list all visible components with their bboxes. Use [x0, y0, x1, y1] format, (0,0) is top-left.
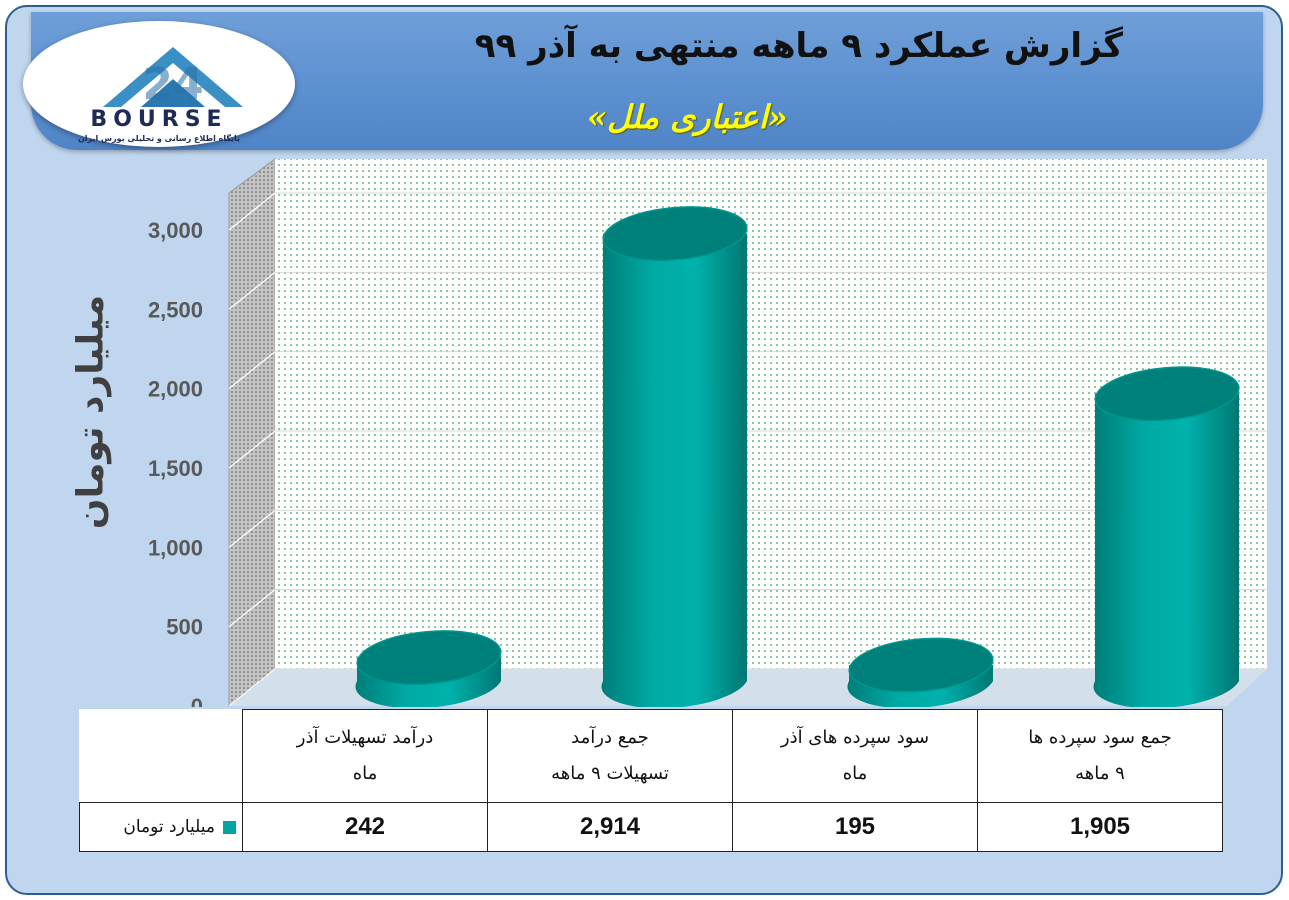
- logo-word: BOURSE: [90, 107, 228, 132]
- y-tick-label: 1,000: [148, 535, 203, 560]
- gridline: [228, 192, 276, 231]
- logo-tagline: پایگاه اطلاع رسانی و تحلیلی بورس ایران: [77, 134, 241, 143]
- y-tick-label: 2,000: [148, 377, 203, 402]
- gridline: [228, 430, 276, 469]
- logo-mark-icon: 24: [103, 47, 243, 110]
- bar-cylinder-top: [356, 630, 502, 686]
- table-corner: [79, 709, 243, 803]
- bar-cylinder-top: [602, 206, 748, 262]
- side-wall: [228, 158, 276, 707]
- value-cell: 242: [242, 802, 488, 852]
- gridline: [228, 589, 276, 628]
- value-cell: 2,914: [487, 802, 733, 852]
- bourse24-logo: 24 BOURSE پایگاه اطلاع رسانی و تحلیلی بو…: [23, 21, 295, 147]
- value-row: میلیارد تومان 242 2,914 195 1,905: [79, 802, 1223, 852]
- bar-cylinder-top: [1094, 366, 1240, 422]
- y-tick-label: 1,500: [148, 456, 203, 481]
- category-header-row: درآمد تسهیلات آذر ماه جمع درآمد تسهیلات ۹ …: [79, 709, 1223, 803]
- category-label: درآمد تسهیلات آذر ماه: [242, 709, 488, 803]
- page-title: گزارش عملکرد ۹ ماهه منتهی به آذر ۹۹: [474, 26, 1123, 66]
- value-cell: 195: [732, 802, 978, 852]
- y-tick-label: 500: [166, 615, 203, 640]
- gridline: [228, 509, 276, 548]
- value-cell: 1,905: [977, 802, 1223, 852]
- legend-cell: میلیارد تومان: [79, 802, 243, 852]
- category-label: سود سپرده های آذر ماه: [732, 709, 978, 803]
- legend-label: میلیارد تومان: [123, 817, 215, 837]
- svg-text:24: 24: [142, 59, 203, 110]
- y-tick-label: 0: [191, 694, 203, 707]
- bar-cylinder-top: [848, 637, 994, 693]
- y-tick-label: 2,500: [148, 297, 203, 322]
- gridline: [228, 351, 276, 390]
- data-table: درآمد تسهیلات آذر ماه جمع درآمد تسهیلات ۹ …: [79, 709, 1223, 852]
- bar-chart: 0 500 1,000 1,500 2,000 2,500 3,000: [148, 158, 1267, 707]
- bar-cylinder-body: [1093, 393, 1239, 707]
- gridline: [228, 271, 276, 310]
- bar-cylinder-body: [601, 233, 747, 707]
- legend-swatch: [223, 820, 236, 834]
- category-label: جمع درآمد تسهیلات ۹ ماهه: [487, 709, 733, 803]
- chart-frame: گزارش عملکرد ۹ ماهه منتهی به آذر ۹۹ «اعت…: [5, 5, 1283, 895]
- company-name: «اعتباری ملل»: [587, 98, 788, 136]
- category-label: جمع سود سپرده ها ۹ ماهه: [977, 709, 1223, 803]
- y-tick-label: 3,000: [148, 218, 203, 243]
